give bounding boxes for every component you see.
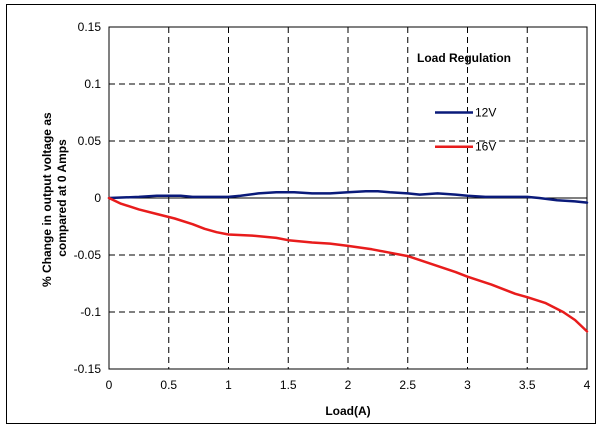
y-axis-title: % Change in output voltage as compared a… — [40, 109, 69, 287]
y-axis-title-line-2: compared at 0 Amps — [55, 139, 69, 257]
y-tick-label: 0 — [94, 191, 101, 205]
x-tick-label: 0 — [106, 378, 113, 392]
legend: 12V 16V — [435, 106, 496, 154]
x-tick-label: 3 — [464, 378, 471, 392]
x-tick-label: 3.5 — [519, 378, 536, 392]
y-tick-label: -0.15 — [74, 362, 102, 376]
y-tick-label: 0.15 — [78, 20, 102, 34]
y-tick-label: -0.1 — [80, 305, 101, 319]
chart-title: Load Regulation — [417, 51, 511, 65]
y-tick-label: -0.05 — [74, 248, 102, 262]
x-tick-label: 0.5 — [160, 378, 177, 392]
y-axis-title-line-1: % Change in output voltage as — [40, 112, 54, 287]
y-tick-label: 0.05 — [78, 134, 102, 148]
x-tick-label: 4 — [584, 378, 591, 392]
x-tick-label: 1 — [225, 378, 232, 392]
legend-label-16v: 16V — [475, 140, 496, 154]
load-regulation-chart: 0 0.5 1 1.5 2 2.5 3 3.5 4 0.15 0.1 0.05 0 -0.05 -0.1 -0… — [40, 20, 591, 418]
series-line-12v — [107, 189, 589, 204]
legend-label-12v: 12V — [475, 106, 496, 120]
chart-frame: 0 0.5 1 1.5 2 2.5 3 3.5 4 0.15 0.1 0.05 0 -0.05 -0.1 -0… — [6, 4, 596, 424]
series-line-16v — [107, 196, 589, 333]
y-tick-label: 0.1 — [84, 77, 101, 91]
x-tick-label: 2.5 — [399, 378, 416, 392]
x-axis-title: Load(A) — [325, 404, 370, 418]
x-tick-label: 2 — [345, 378, 352, 392]
x-tick-label: 1.5 — [280, 378, 297, 392]
